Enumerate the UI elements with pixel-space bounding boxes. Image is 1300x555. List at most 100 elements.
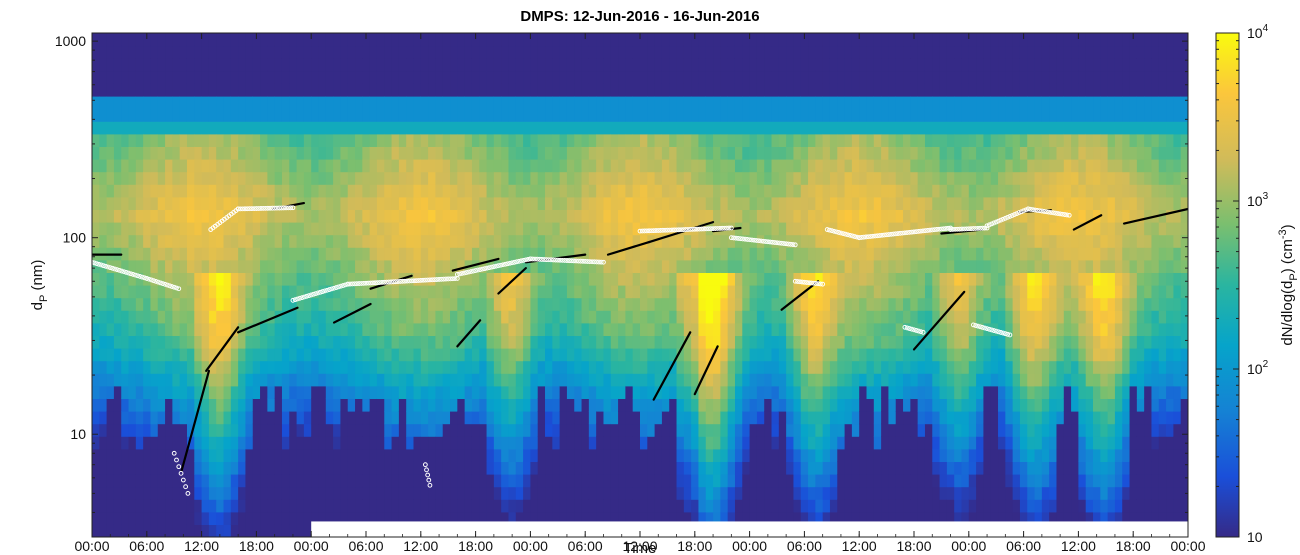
heatmap-cell (661, 58, 670, 72)
heatmap-cell (391, 348, 400, 362)
heatmap-cell (983, 259, 992, 273)
heatmap-cell (318, 209, 327, 223)
heatmap-cell (311, 398, 320, 412)
heatmap-cell (376, 58, 385, 72)
heatmap-cell (903, 234, 911, 248)
heatmap-cell (888, 310, 897, 324)
heatmap-cell (786, 133, 795, 147)
heatmap-cell (428, 196, 437, 210)
heatmap-cell (764, 108, 773, 122)
heatmap-cell (910, 146, 919, 160)
heatmap-cell (296, 146, 305, 160)
heatmap-cell (165, 385, 173, 399)
heatmap-cell (384, 83, 393, 97)
heatmap-cell (303, 58, 312, 72)
heatmap-cell (968, 335, 977, 349)
heatmap-cell (596, 196, 605, 210)
heatmap-cell (347, 474, 356, 488)
heatmap-cell (632, 499, 641, 513)
heatmap-cell (479, 474, 488, 488)
heatmap-cell (515, 133, 524, 147)
heatmap-cell (369, 348, 378, 362)
heatmap-cell (771, 398, 780, 412)
heatmap-cell (727, 247, 736, 261)
heatmap-cell (683, 171, 692, 185)
heatmap-cell (632, 385, 641, 399)
heatmap-cell (727, 184, 736, 198)
heatmap-cell (325, 423, 334, 437)
heatmap-cell (486, 436, 495, 450)
heatmap-cell (238, 234, 247, 248)
heatmap-cell (106, 196, 115, 210)
heatmap-cell (303, 234, 312, 248)
heatmap-cell (990, 133, 999, 147)
heatmap-cell (647, 423, 656, 437)
heatmap-cell (179, 335, 188, 349)
heatmap-cell (245, 272, 254, 286)
heatmap-cell (924, 171, 933, 185)
heatmap-cell (391, 398, 400, 412)
heatmap-cell (574, 511, 583, 525)
heatmap-cell (881, 83, 890, 97)
heatmap-cell (749, 184, 758, 198)
heatmap-cell (501, 398, 510, 412)
heatmap-cell (303, 196, 312, 210)
heatmap-cell (420, 486, 429, 500)
heatmap-cell (661, 259, 670, 273)
heatmap-cell (610, 58, 619, 72)
heatmap-cell (661, 499, 670, 513)
heatmap-cell (471, 474, 480, 488)
heatmap-cell (194, 511, 203, 525)
heatmap-cell (165, 234, 173, 248)
heatmap-cell (150, 247, 159, 261)
heatmap-cell (267, 159, 276, 173)
heatmap-cell (340, 159, 349, 173)
heatmap-cell (450, 474, 458, 488)
heatmap-cell (910, 436, 919, 450)
heatmap-cell (369, 310, 378, 324)
heatmap-cell (347, 335, 356, 349)
heatmap-cell (932, 411, 941, 425)
heatmap-cell (442, 222, 451, 236)
heatmap-cell (493, 448, 502, 462)
heatmap-cell (165, 285, 173, 299)
heatmap-cell (771, 499, 780, 513)
heatmap-cell (603, 184, 612, 198)
heatmap-cell (523, 411, 531, 425)
heatmap-cell (413, 184, 422, 198)
heatmap-cell (705, 83, 714, 97)
heatmap-cell (406, 247, 415, 261)
heatmap-cell (515, 373, 524, 387)
heatmap-cell (384, 222, 393, 236)
heatmap-cell (121, 272, 130, 286)
heatmap-cell (457, 511, 466, 525)
heatmap-cell (939, 385, 948, 399)
heatmap-cell (618, 58, 626, 72)
heatmap-cell (588, 171, 597, 185)
heatmap-cell (800, 83, 809, 97)
heatmap-cell (406, 133, 415, 147)
heatmap-cell (954, 499, 963, 513)
heatmap-cell (581, 196, 590, 210)
heatmap-cell (837, 83, 846, 97)
heatmap-cell (457, 499, 466, 513)
heatmap-cell (165, 96, 173, 110)
heatmap-cell (165, 360, 173, 374)
heatmap-cell (552, 398, 561, 412)
heatmap-cell (428, 259, 437, 273)
heatmap-cell (296, 184, 305, 198)
heatmap-cell (924, 348, 933, 362)
heatmap-cell (778, 70, 787, 84)
heatmap-cell (545, 83, 553, 97)
heatmap-cell (318, 322, 327, 336)
heatmap-cell (208, 121, 217, 135)
heatmap-cell (727, 436, 736, 450)
heatmap-cell (537, 234, 546, 248)
heatmap-cell (457, 159, 466, 173)
heatmap-cell (574, 322, 583, 336)
heatmap-cell (903, 499, 911, 513)
heatmap-cell (983, 360, 992, 374)
heatmap-cell (961, 499, 970, 513)
heatmap-cell (924, 499, 933, 513)
heatmap-cell (566, 360, 575, 374)
